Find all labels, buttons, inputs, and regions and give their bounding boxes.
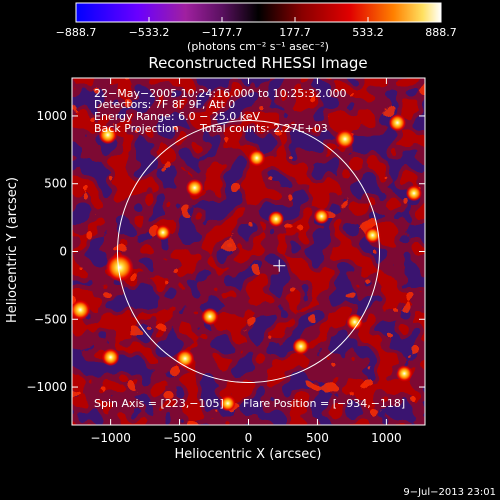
- x-tick-label: 1000: [371, 431, 402, 445]
- bright-source-2: [98, 125, 118, 145]
- chart-title: Reconstructed RHESSI Image: [148, 54, 367, 72]
- bright-source-18: [405, 185, 423, 202]
- annotation-time-range: 22−May−2005 10:24:16.000 to 10:25:32.000: [94, 87, 347, 100]
- bright-source-15: [364, 227, 381, 244]
- solar-limb-circle: [117, 120, 380, 383]
- y-tick-label: 500: [44, 177, 67, 191]
- annotation-energy-range: Energy Range: 6.0 − 25.0 keV: [94, 110, 261, 123]
- annotations: 22−May−2005 10:24:16.000 to 10:25:32.000…: [94, 87, 405, 410]
- colorbar-gradient: [75, 2, 442, 23]
- annotation-method: Back Projection: [94, 122, 179, 135]
- y-tick-label: 0: [59, 245, 67, 259]
- x-tick-label: 500: [306, 431, 329, 445]
- spin-axis-marker: [273, 259, 286, 272]
- annotation-detectors: Detectors: 7F 8F 9F, Att 0: [94, 98, 235, 111]
- colorbar: −888.7 −533.2 −177.7 177.7 533.2 888.7 (photo…: [56, 2, 457, 53]
- bright-source-14: [313, 208, 330, 225]
- bright-source-0: [105, 253, 134, 282]
- colorbar-tick-label: −177.7: [202, 26, 243, 39]
- x-axis-label: Heliocentric X (arcsec): [175, 447, 322, 462]
- bright-source-13: [268, 210, 285, 228]
- image-noise-orange: [72, 78, 425, 425]
- y-tick-label: 1000: [36, 109, 67, 123]
- x-tick-label: −500: [163, 431, 196, 445]
- colorbar-tick-label: 888.7: [425, 26, 457, 39]
- y-tick-label: −500: [34, 312, 67, 326]
- bright-source-6: [388, 114, 407, 132]
- colorbar-tick-label: −533.2: [129, 26, 170, 39]
- y-tick-label: −1000: [26, 380, 67, 394]
- bright-source-10: [292, 337, 310, 355]
- annotation-flare-position: Flare Position = [−934,−118]: [243, 397, 405, 410]
- bright-source-12: [396, 365, 413, 382]
- bright-source-5: [335, 129, 355, 149]
- bright-source-7: [101, 348, 120, 367]
- bright-source-3: [185, 178, 204, 197]
- colorbar-tick-label: −888.7: [56, 26, 97, 39]
- annotation-total-counts: Total counts: 2.27E+03: [199, 122, 328, 135]
- annotation-spin-axis: Spin Axis = [223,−105]: [94, 397, 224, 410]
- footer-timestamp: 9−Jul−2013 23:01: [403, 487, 496, 498]
- plot-area: −1000 −500 0 500 1000 1000 500 0 −500 −1000: [26, 77, 426, 445]
- bright-source-4: [248, 149, 266, 167]
- bright-source-1: [72, 299, 91, 320]
- bright-source-8: [175, 349, 195, 368]
- bright-source-17: [219, 395, 236, 412]
- colorbar-tick-label: 533.2: [352, 26, 384, 39]
- bright-source-16: [155, 224, 171, 241]
- y-axis-label: Heliocentric Y (arcsec): [5, 177, 20, 323]
- colorbar-tick-label: 177.7: [279, 26, 311, 39]
- colorbar-units: (photons cm⁻² s⁻¹ asec⁻²): [187, 40, 329, 53]
- x-tick-label: 0: [245, 431, 253, 445]
- bright-source-11: [346, 313, 363, 331]
- x-tick-label: −1000: [90, 431, 131, 445]
- bright-source-9: [201, 307, 219, 326]
